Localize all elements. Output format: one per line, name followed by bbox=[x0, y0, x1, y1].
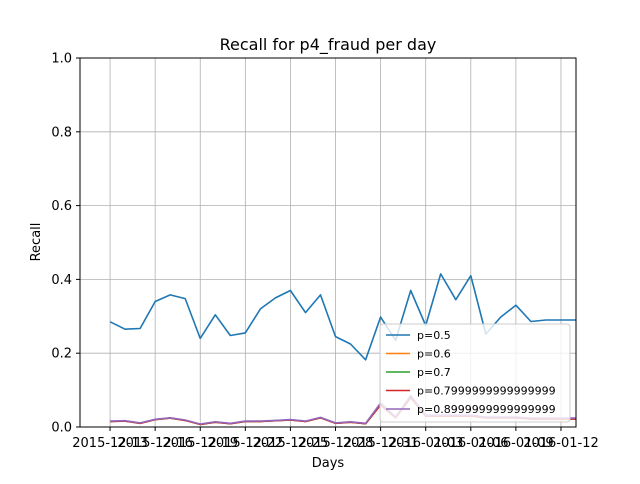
x-tick-label: 2016-01-09 bbox=[478, 436, 554, 451]
x-tick-label: 2016-01-03 bbox=[388, 436, 464, 451]
x-tick-label: 2015-12-22 bbox=[208, 436, 284, 451]
x-tick-label: 2015-12-19 bbox=[162, 436, 238, 451]
x-tick-label: 2015-12-16 bbox=[117, 436, 193, 451]
series-line-0 bbox=[109, 273, 576, 361]
x-axis-ticks: 2015-12-132015-12-162015-12-192015-12-22… bbox=[72, 427, 599, 451]
x-tick-label: 2015-12-28 bbox=[298, 436, 374, 451]
x-tick-label: 2016-01-06 bbox=[433, 436, 509, 451]
y-tick-label: 1.0 bbox=[51, 52, 72, 67]
chart-title: Recall for p4_fraud per day bbox=[220, 35, 437, 55]
x-axis-label: Days bbox=[312, 456, 345, 471]
legend-label: p=0.7 bbox=[417, 366, 451, 379]
y-tick-label: 0.2 bbox=[51, 347, 72, 362]
x-tick-label: 2015-12-31 bbox=[343, 436, 419, 451]
legend-label: p=0.5 bbox=[417, 329, 451, 342]
legend-box bbox=[379, 323, 571, 423]
legend-label: p=0.8999999999999999 bbox=[417, 403, 556, 416]
x-tick-label: 2016-01-12 bbox=[523, 436, 599, 451]
plot-frame bbox=[79, 57, 577, 428]
legend-label: p=0.6 bbox=[417, 348, 451, 361]
y-tick-label: 0.6 bbox=[51, 199, 72, 214]
x-tick-label: 2015-12-25 bbox=[253, 436, 329, 451]
y-axis-ticks: 0.0 0.2 0.4 0.6 0.8 1.0 bbox=[51, 52, 80, 436]
y-tick-label: 0.8 bbox=[51, 125, 72, 140]
y-tick-label: 0.4 bbox=[51, 273, 72, 288]
y-axis-label: Recall bbox=[29, 223, 44, 262]
legend-label: p=0.7999999999999999 bbox=[417, 385, 556, 398]
y-tick-label: 0.0 bbox=[51, 421, 72, 436]
x-tick-label: 2015-12-13 bbox=[72, 436, 148, 451]
legend: p=0.5 p=0.6 p=0.7 p=0.7999999999999999 p=0.8… bbox=[379, 323, 571, 423]
